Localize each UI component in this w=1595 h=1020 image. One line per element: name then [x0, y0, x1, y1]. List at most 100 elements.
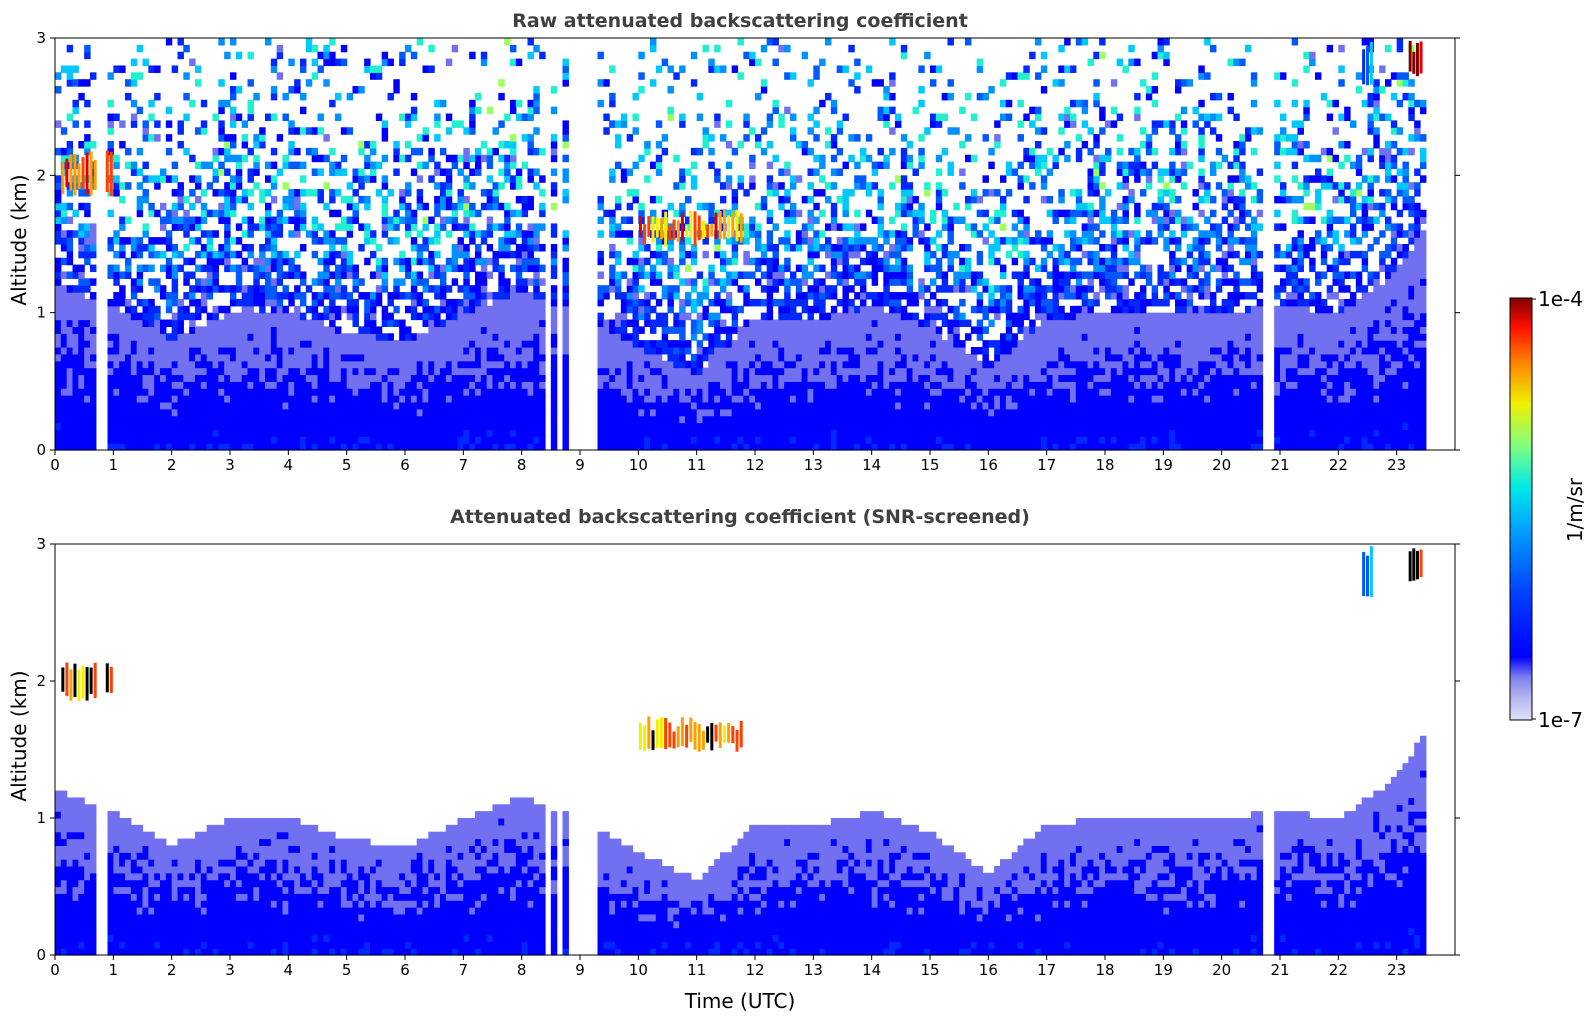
heatmap-cell — [860, 353, 867, 362]
heatmap-cell — [807, 312, 814, 321]
heatmap-cell — [305, 360, 313, 369]
heatmap-cell — [440, 326, 447, 334]
heatmap-cell — [498, 271, 505, 279]
heatmap-cell — [626, 360, 634, 369]
heatmap-cell — [492, 347, 499, 355]
heatmap-cell — [609, 360, 616, 369]
heatmap-cell — [171, 216, 179, 224]
heatmap-cell — [860, 381, 867, 389]
heatmap-cell — [154, 347, 161, 355]
heatmap-cell — [445, 422, 453, 430]
heatmap-cell — [381, 367, 389, 376]
heatmap-cell — [521, 353, 529, 362]
heatmap-cell — [848, 360, 855, 369]
heatmap-cell — [469, 415, 476, 424]
heatmap-cell — [685, 223, 692, 231]
heatmap-cell — [760, 408, 768, 417]
heatmap-cell — [527, 408, 534, 417]
heatmap-cell — [335, 271, 342, 279]
heatmap-cell — [177, 367, 184, 376]
heatmap-cell — [177, 182, 184, 190]
heatmap-cell — [865, 408, 873, 417]
heatmap-cell — [860, 244, 867, 252]
heatmap-cell — [527, 340, 534, 348]
heatmap-cell — [66, 436, 74, 444]
heatmap-cell — [807, 250, 814, 259]
heatmap-cell — [72, 422, 79, 430]
heatmap-cell — [346, 340, 354, 348]
heatmap-cell — [650, 401, 657, 410]
heatmap-cell — [924, 443, 931, 451]
heatmap-cell — [510, 347, 517, 355]
heatmap-cell — [749, 381, 756, 389]
heatmap-cell — [865, 326, 873, 334]
heatmap-cell — [317, 319, 324, 327]
heatmap-cell — [416, 429, 424, 437]
heatmap-cell — [410, 388, 418, 396]
heatmap-cell — [725, 360, 733, 369]
heatmap-cell — [393, 360, 400, 369]
heatmap-cell — [749, 360, 756, 369]
heatmap-cell — [685, 278, 692, 286]
heatmap-cell — [609, 99, 616, 108]
heatmap-cell — [848, 333, 855, 341]
heatmap-cell — [836, 353, 844, 362]
heatmap-cell — [679, 395, 686, 403]
heatmap-cell — [171, 436, 179, 444]
heatmap-cell — [72, 401, 79, 410]
heatmap-cell — [119, 436, 126, 444]
heatmap-cell — [778, 401, 785, 410]
heatmap-cell — [130, 79, 138, 87]
heatmap-cell — [358, 415, 365, 424]
heatmap-cell — [807, 209, 814, 218]
heatmap-cell — [930, 120, 937, 128]
heatmap-cell — [830, 257, 838, 266]
heatmap-cell — [650, 278, 657, 286]
heatmap-cell — [440, 360, 447, 369]
heatmap-cell — [912, 326, 919, 334]
heatmap-cell — [265, 209, 272, 218]
heatmap-cell — [375, 264, 383, 273]
heatmap-cell — [615, 278, 622, 286]
heatmap-cell — [883, 388, 890, 396]
heatmap-cell — [539, 147, 546, 156]
heatmap-cell — [60, 408, 68, 417]
heatmap-cell — [136, 271, 144, 279]
heatmap-cell — [679, 422, 686, 430]
heatmap-cell — [854, 305, 861, 314]
heatmap-cell — [924, 388, 931, 396]
heatmap-cell — [177, 38, 184, 46]
heatmap-cell — [352, 333, 359, 341]
heatmap-cell — [125, 374, 132, 382]
heatmap-cell — [772, 443, 779, 451]
heatmap-cell — [393, 367, 400, 376]
heatmap-cell — [865, 292, 873, 300]
heatmap-cell — [288, 127, 295, 135]
heatmap-cell — [650, 209, 657, 218]
heatmap-cell — [451, 298, 459, 307]
heatmap-cell — [720, 443, 727, 451]
heatmap-cell — [189, 353, 196, 362]
heatmap-cell — [224, 436, 231, 444]
heatmap-cell — [200, 353, 208, 362]
heatmap-cell — [405, 360, 412, 369]
heatmap-cell — [836, 244, 844, 252]
heatmap-cell — [55, 195, 62, 204]
heatmap-cell — [527, 429, 534, 437]
heatmap-cell — [877, 264, 884, 273]
heatmap-cell — [510, 408, 517, 417]
heatmap-cell — [784, 216, 791, 224]
heatmap-cell — [142, 319, 149, 327]
heatmap-cell — [230, 86, 237, 94]
heatmap-cell — [60, 285, 68, 293]
heatmap-cell — [755, 360, 762, 369]
heatmap-cell — [469, 374, 476, 382]
heatmap-cell — [830, 99, 838, 108]
heatmap-cell — [871, 161, 879, 170]
heatmap-cell — [871, 443, 879, 451]
heatmap-cell — [650, 264, 657, 273]
heatmap-cell — [84, 443, 91, 451]
heatmap-cell — [615, 381, 622, 389]
heatmap-cell — [830, 250, 838, 259]
heatmap-cell — [807, 415, 814, 424]
